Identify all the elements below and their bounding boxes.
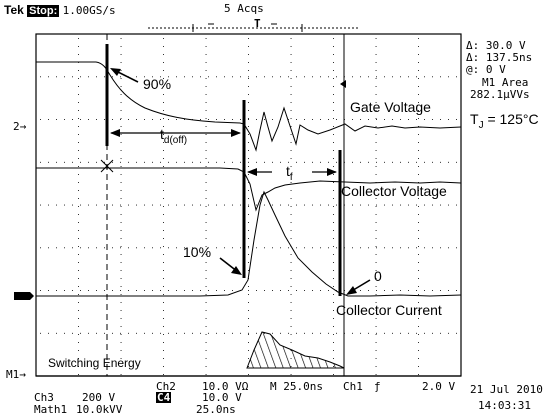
ch3-ground-marker[interactable] (14, 292, 34, 300)
tj-subscript: J (478, 119, 484, 131)
tf-arrow (247, 168, 337, 176)
graticule-grid (40, 38, 457, 375)
label-90-percent: 90% (143, 76, 172, 92)
ch2-marker[interactable]: 2→ (13, 120, 27, 133)
label-switching-energy: Switching Energy (48, 356, 141, 370)
pointer-90 (110, 68, 139, 83)
area-value: 282.1µVVs (470, 88, 530, 101)
area-label: M1 Area (482, 76, 529, 89)
trigger-source[interactable]: Ch1 (343, 380, 363, 393)
sample-rate: 1.00GS/s (62, 4, 116, 17)
gate-voltage-trace (36, 61, 462, 152)
pointer-10 (219, 257, 242, 275)
tj-symbol: T (470, 111, 479, 127)
ch3-label[interactable]: Ch3 (34, 391, 54, 404)
math1-scale: 10.0kVV (76, 403, 123, 416)
label-10-percent: 10% (183, 244, 212, 260)
math1-timebase: 25.0ns (196, 403, 236, 416)
tf-subscript: f (289, 171, 293, 183)
label-collector-current: Collector Current (336, 302, 442, 318)
math1-label[interactable]: Math1 (34, 403, 68, 416)
m1-marker[interactable]: M1→ (6, 368, 26, 381)
scope-header: Tek Stop: 1.00GS/s (4, 3, 116, 17)
td-off-arrow (110, 129, 241, 137)
timebase-readout[interactable]: M 25.0ns (270, 380, 323, 393)
c4-label[interactable]: C4 (156, 391, 172, 404)
tf-symbol: t (286, 163, 290, 179)
junction-temperature: TJ = 125°C (470, 111, 539, 131)
delta-voltage-readout: Δ: 30.0 V (466, 39, 526, 52)
ch2-scale: 10.0 VΩ (202, 380, 249, 393)
label-zero: 0 (374, 268, 382, 284)
tj-value: = 125°C (483, 111, 539, 127)
cursor-at-readout: @: 0 V (466, 63, 506, 76)
time-readout: 14:03:31 (478, 399, 531, 412)
trigger-position-marker: T (254, 17, 261, 30)
date-readout: 21 Jul 2010 (470, 383, 543, 396)
cursor-cross-marker (100, 159, 114, 173)
collector-current-trace (36, 190, 462, 297)
trigger-slope-icon: ƒ (374, 380, 381, 393)
td-subscript: d(off) (163, 134, 188, 146)
label-tf: tf (286, 163, 293, 183)
label-gate-voltage: Gate Voltage (350, 99, 431, 115)
td-symbol: t (160, 126, 164, 142)
label-collector-voltage: Collector Voltage (341, 183, 447, 199)
pointer-zero (346, 279, 371, 295)
ch3-scale: 200 V (82, 391, 116, 404)
c4-scale: 10.0 V (202, 391, 242, 404)
trigger-level: 2.0 V (422, 380, 456, 393)
cursor-readout-arrow (340, 80, 346, 88)
ch2-label[interactable]: Ch2 (156, 380, 176, 393)
acquisition-count: 5 Acqs (224, 2, 264, 15)
switching-energy-area (246, 331, 345, 369)
brand-label: Tek (4, 3, 24, 17)
delta-time-readout: Δ: 137.5ns (466, 51, 533, 64)
label-td-off: td(off) (160, 126, 187, 146)
record-bar (148, 23, 358, 32)
run-state-badge: Stop: (27, 5, 60, 17)
